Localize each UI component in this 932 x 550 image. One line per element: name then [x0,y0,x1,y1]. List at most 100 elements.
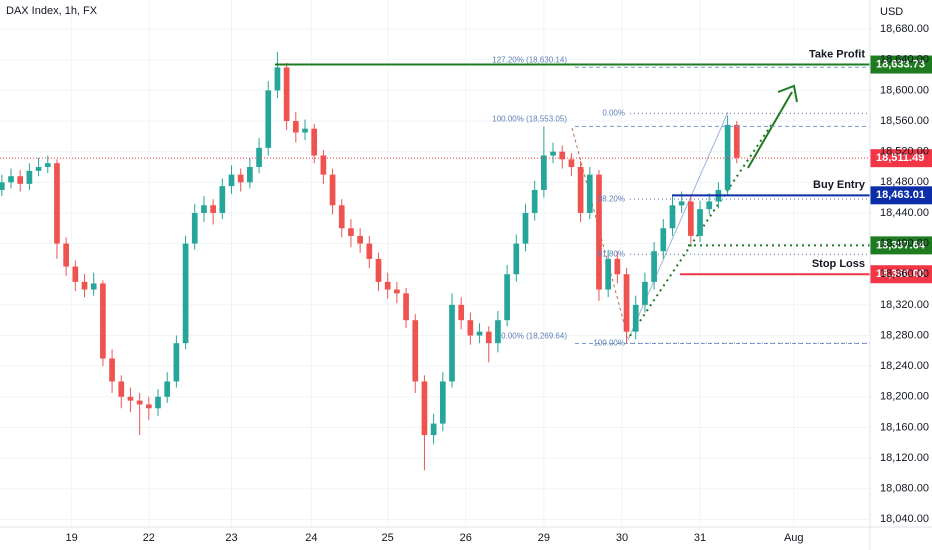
candle-body [256,147,262,167]
candle-body [0,182,5,190]
candle-body [17,176,24,184]
x-tick-label: 23 [225,532,237,544]
candle-body [476,331,483,336]
level-name: Stop Loss [812,258,865,270]
candle-body [72,266,79,282]
candle-body [733,124,740,158]
y-tick-label: 18,520.00 [880,146,929,158]
candle-body [623,274,630,332]
candle-body [458,304,465,321]
candles [0,52,740,471]
level-name: Take Profit [809,48,865,60]
candle-body [614,258,621,275]
candle-body [632,304,639,332]
candle-body [669,205,676,229]
candle-body [568,159,575,167]
candle-body [320,155,327,175]
candle-body [495,320,501,344]
candle-body [605,258,612,290]
y-tick-label: 18,480.00 [880,176,929,188]
y-tick-label: 18,280.00 [880,329,929,341]
candle-body [173,343,180,382]
candle-body [531,189,538,213]
level-value: 18,397.64 [876,239,926,251]
candle-body [688,201,694,236]
candle-body [485,331,492,344]
y-tick-label: 18,080.00 [880,483,929,495]
level-tag [870,55,932,74]
candle-body [44,163,51,167]
candle-body [191,212,198,244]
candle-body [228,174,235,187]
candle-body [63,243,69,267]
chart-title: DAX Index, 1h, FX [6,5,98,17]
candle-body [182,243,189,344]
candle-body [366,243,373,259]
candle-body [706,201,713,210]
candle-body [541,155,547,190]
candle-body [384,281,391,290]
candle-body [155,396,161,409]
candle-body [559,151,566,160]
fib-label: 61.80% [598,249,625,258]
candle-body [35,166,42,171]
candle-body [237,174,244,183]
y-tick-label: 18,240.00 [880,360,929,372]
candle-body [586,174,593,213]
level-value: 18,463.01 [876,189,925,201]
y-tick-label: 18,440.00 [880,207,929,219]
y-tick-label: 18,640.00 [880,54,929,66]
candle-body [302,128,308,133]
candle-body [430,423,437,436]
level-tag [870,236,932,255]
y-tick-label: 18,160.00 [880,421,929,433]
candle-body [247,166,253,183]
candle-body [596,174,602,290]
candle-body [164,381,171,397]
y-tick-label: 18,200.00 [880,391,929,403]
candle-body [274,67,281,91]
candle-body [136,400,143,405]
candle-body [449,304,455,382]
candle-body [201,205,207,213]
candle-body [311,128,318,156]
candle-body [660,228,667,252]
y-tick-label: 18,680.00 [880,23,929,35]
y-tick-label: 18,040.00 [880,513,929,525]
candle-body [550,151,556,156]
level-name: Buy Entry [813,179,866,191]
candle-body [145,404,152,409]
y-tick-label: 18,400.00 [880,237,929,249]
candle-body [577,166,584,213]
fib-label: 100.00% [593,338,625,347]
y-tick-label: 18,120.00 [880,452,929,464]
level-tag [870,186,932,205]
current-price-tag [870,149,932,168]
candle-body [412,320,419,382]
x-tick-label: Aug [784,532,804,544]
y-tick-label: 18,560.00 [880,115,929,127]
fib-label: 0.00% (18,269.64) [501,332,567,341]
y-tick-label: 18,320.00 [880,299,929,311]
x-tick-label: 19 [66,532,78,544]
current-price-value: 18,511.49 [876,152,924,164]
level-value: 18,633.73 [876,58,925,70]
candle-body [357,235,363,244]
candle-body [90,283,97,290]
x-tick-label: 24 [305,532,317,544]
candle-body [522,212,529,244]
target-arrow-head [777,84,798,103]
x-tick-label: 29 [538,532,550,544]
candle-body [109,358,115,382]
target-arrow [747,91,793,169]
fib-label: 38.20% [598,194,625,203]
candle-body [724,124,731,190]
level-value: 18,360.00 [876,268,925,280]
candle-body [8,176,14,183]
fib-label: 127.20% (18,630.14) [492,55,567,64]
candle-body [127,396,134,401]
x-tick-label: 30 [616,532,628,544]
fib-label: 100.00% (18,553.05) [492,114,567,123]
x-tick-label: 31 [694,532,706,544]
x-tick-label: 26 [460,532,472,544]
